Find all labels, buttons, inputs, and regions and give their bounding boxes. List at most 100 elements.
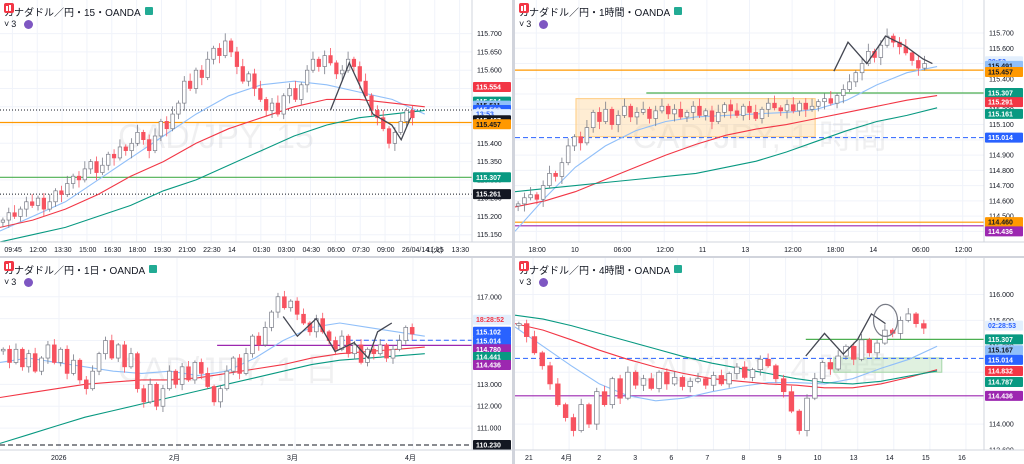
candle [916, 60, 921, 69]
zigzag-line [329, 61, 412, 142]
candle [835, 355, 841, 370]
candle [179, 366, 185, 385]
chevron-down-icon[interactable]: ˅ [4, 277, 10, 287]
price-tick-label: 115.150 [477, 232, 502, 239]
chart-svg[interactable]: CAD/JPY, 15115.700115.650115.600115.5501… [0, 0, 512, 256]
price-badge [473, 439, 511, 450]
time-tick-label: 2月 [169, 454, 180, 462]
chevron-down-icon[interactable]: ˅ [4, 19, 10, 29]
tradingview-logo-icon [519, 3, 529, 13]
candle [111, 153, 117, 159]
candle [322, 55, 327, 67]
price-badge [473, 351, 511, 362]
horizontal-divider[interactable] [0, 256, 1024, 258]
candle [258, 88, 263, 100]
time-tick-label: 06:00 [912, 247, 930, 254]
candle [275, 296, 281, 313]
candle [710, 375, 717, 386]
price-badge [473, 82, 511, 93]
time-tick-label: 12:00 [955, 247, 973, 254]
candle [858, 339, 865, 360]
indicator-toggle[interactable]: ˅ 3 [4, 19, 34, 29]
candle [41, 197, 46, 210]
candle [115, 344, 121, 359]
candle [766, 102, 771, 110]
indicator-toggle[interactable]: ˅ 3 [519, 19, 549, 29]
candle [515, 203, 521, 207]
candle [634, 112, 640, 118]
candle [828, 98, 834, 104]
candle [65, 183, 70, 195]
time-tick-label: 19:30 [153, 247, 171, 254]
price-tick-label: 114.600 [989, 198, 1014, 205]
candle [716, 112, 721, 122]
candle [803, 102, 809, 110]
candle [617, 378, 623, 399]
price-badge-label: 115.014 [988, 357, 1013, 364]
chevron-down-icon[interactable]: ˅ [519, 19, 525, 29]
candle [205, 58, 210, 78]
chart-svg[interactable]: CAD/JPY, 1 時間115.700115.600115.500115.40… [515, 0, 1024, 256]
candle [82, 168, 87, 181]
candle [753, 112, 758, 119]
candle [671, 377, 678, 385]
candle [301, 313, 306, 324]
price-tick-label: 115.700 [477, 31, 502, 38]
time-tick-label: 06:00 [614, 247, 632, 254]
candle [377, 344, 383, 355]
chart-panel-1h[interactable]: CAD/JPY, 1 時間115.700115.600115.500115.40… [515, 0, 1024, 256]
indicator-toggle[interactable]: ˅ 3 [519, 277, 549, 287]
chevron-down-icon[interactable]: ˅ [519, 277, 525, 287]
price-badge-label: 115.261 [476, 192, 501, 199]
price-badge [985, 345, 1023, 356]
candle [540, 185, 546, 200]
candle [594, 391, 600, 425]
price-badge-label: 115.307 [988, 337, 1013, 344]
chart-panel-1d[interactable]: CAD/JPY, 1 日117.000116.000115.000114.000… [0, 258, 512, 464]
candle [340, 69, 345, 75]
candle [84, 379, 89, 390]
price-tick-label: 114.800 [989, 168, 1014, 175]
candle [282, 296, 287, 309]
time-tick-label: 12:00 [656, 247, 674, 254]
candle [633, 371, 639, 386]
time-axis [515, 450, 1024, 464]
price-tick-label: 115.100 [989, 122, 1014, 129]
market-status-icon [674, 265, 683, 273]
candle [572, 136, 577, 147]
time-tick-label: 18:00 [129, 247, 147, 254]
candle [664, 371, 670, 385]
candle [186, 366, 191, 381]
candle [13, 348, 19, 363]
candle [293, 88, 298, 100]
vertical-divider[interactable] [512, 0, 515, 464]
candle [58, 348, 63, 363]
candle [205, 373, 210, 387]
chart-panel-15m[interactable]: CAD/JPY, 15115.700115.650115.600115.5501… [0, 0, 512, 256]
candle [742, 366, 748, 378]
candle [135, 353, 140, 390]
price-badge [985, 97, 1023, 108]
time-tick-label: 7 [705, 455, 709, 462]
chart-svg[interactable]: CAD/JPY, 4 時間116.000115.600115.200114.80… [515, 258, 1024, 464]
indicator-toggle[interactable]: ˅ 3 [4, 277, 34, 287]
candle [796, 410, 802, 431]
candle [578, 404, 584, 431]
candle [656, 371, 662, 389]
candle [35, 197, 41, 206]
candle [52, 344, 57, 363]
chart-svg[interactable]: CAD/JPY, 1 日117.000116.000115.000114.000… [0, 258, 512, 464]
candle [665, 105, 671, 115]
overlay-icon[interactable] [539, 19, 549, 29]
candle [141, 388, 147, 403]
moving-average-line [0, 322, 425, 377]
candle [90, 370, 95, 390]
time-tick-label: 06:00 [327, 247, 345, 254]
candle [523, 323, 530, 337]
candle [734, 366, 740, 374]
overlay-icon[interactable] [24, 277, 34, 287]
overlay-icon[interactable] [24, 19, 34, 29]
price-badge-label: 115.102 [476, 329, 501, 336]
chart-panel-4h[interactable]: CAD/JPY, 4 時間116.000115.600115.200114.80… [515, 258, 1024, 464]
overlay-icon[interactable] [539, 277, 549, 287]
